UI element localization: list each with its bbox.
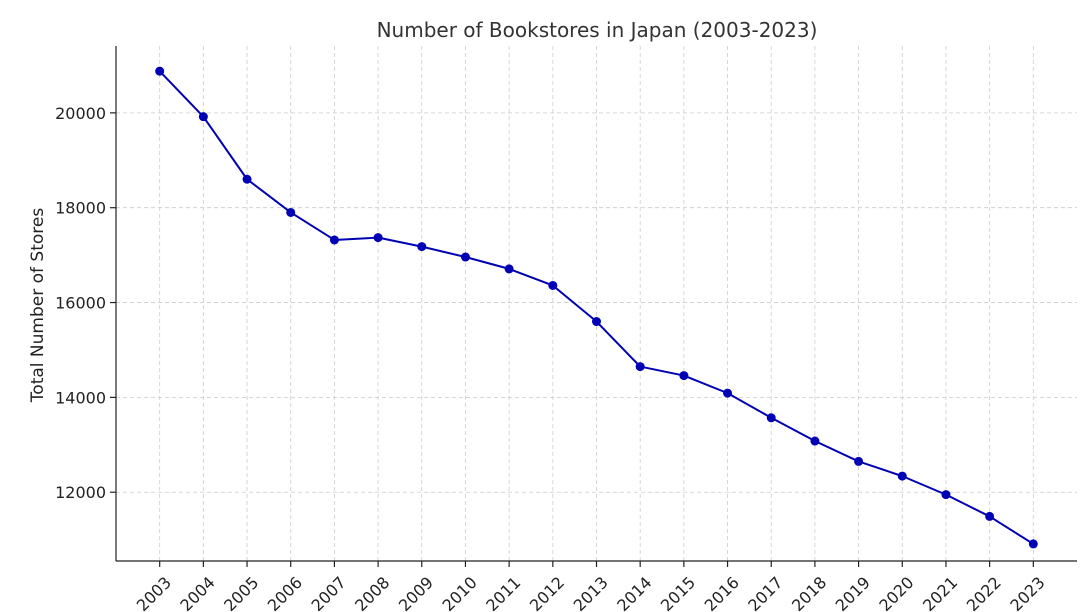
x-tick-label: 2015 [657, 573, 699, 612]
data-point [155, 67, 164, 76]
x-tick-label: 2013 [570, 573, 612, 612]
x-tick-label: 2011 [482, 573, 524, 612]
y-tick-label: 12000 [55, 483, 106, 502]
x-tick-label: 2021 [919, 573, 961, 612]
x-tick-label: 2014 [613, 573, 655, 612]
chart-title: Number of Bookstores in Japan (2003-2023… [377, 18, 818, 42]
x-tick-label: 2023 [1006, 573, 1048, 612]
x-tick-label: 2006 [264, 573, 306, 612]
y-tick-label: 18000 [55, 199, 106, 218]
data-point [898, 472, 907, 481]
data-point [548, 281, 557, 290]
x-tick-label: 2022 [963, 573, 1005, 612]
x-tick-label: 2008 [351, 573, 393, 612]
x-tick-label: 2010 [439, 573, 481, 612]
x-tick-label: 2004 [176, 573, 218, 612]
data-point [461, 253, 470, 262]
x-tick-label: 2007 [307, 573, 349, 612]
x-tick-label: 2016 [701, 573, 743, 612]
data-point [723, 389, 732, 398]
data-point [330, 235, 339, 244]
y-tick-label: 20000 [55, 104, 106, 123]
x-tick-label: 2020 [875, 573, 917, 612]
data-point [985, 512, 994, 521]
data-point [1029, 539, 1038, 548]
data-point [243, 175, 252, 184]
y-axis-label: Total Number of Stores [28, 208, 48, 404]
x-tick-label: 2003 [133, 573, 175, 612]
x-tick-label: 2018 [788, 573, 830, 612]
data-point [767, 413, 776, 422]
x-tick-label: 2012 [526, 573, 568, 612]
data-point [199, 112, 208, 121]
y-tick-label: 14000 [55, 388, 106, 407]
data-point [417, 242, 426, 251]
x-tick-label: 2019 [832, 573, 874, 612]
data-point [941, 490, 950, 499]
x-tick-label: 2017 [744, 573, 786, 612]
data-point [374, 233, 383, 242]
x-tick-label: 2009 [395, 573, 437, 612]
data-point [286, 208, 295, 217]
data-point [636, 362, 645, 371]
x-tick-label: 2005 [220, 573, 262, 612]
data-point [592, 317, 601, 326]
y-tick-label: 16000 [55, 294, 106, 313]
grid [116, 46, 1077, 561]
data-point [679, 371, 688, 380]
data-point [505, 264, 514, 273]
data-point [810, 437, 819, 446]
data-point [854, 457, 863, 466]
